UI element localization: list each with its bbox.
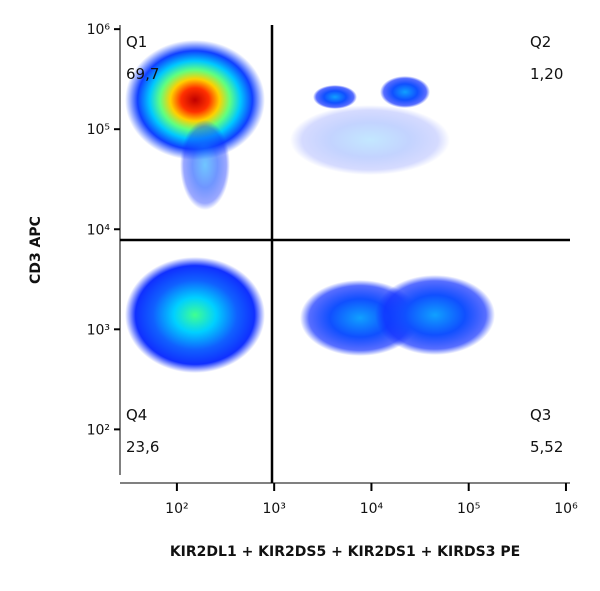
y-tick-label: 10²: [87, 422, 110, 438]
quadrant-name: Q1: [126, 33, 147, 51]
x-tick-label: 10⁴: [360, 501, 384, 517]
y-tick-label: 10⁴: [87, 222, 111, 238]
quadrant-percent: 5,52: [530, 438, 563, 456]
y-tick-label: 10⁵: [87, 122, 110, 138]
y-tick-label: 10³: [87, 322, 110, 338]
x-tick-label: 10²: [165, 501, 188, 517]
x-tick-label: 10⁵: [457, 501, 480, 517]
x-tick-label: 10³: [262, 501, 285, 517]
y-tick-label: 10⁶: [87, 22, 111, 38]
quadrant-name: Q3: [530, 406, 551, 424]
x-tick-label: 10⁶: [554, 501, 578, 517]
quadrant-percent: 1,20: [530, 65, 563, 83]
quadrant-percent: 23,6: [126, 438, 159, 456]
x-axis-title: KIR2DL1 + KIR2DS5 + KIR2DS1 + KIRDS3 PE: [170, 544, 520, 560]
y-axis-title: CD3 APC: [28, 216, 44, 284]
quadrant-name: Q4: [126, 406, 147, 424]
density-clouds: [125, 40, 495, 373]
quadrant-percent: 69,7: [126, 65, 159, 83]
quadrant-name: Q2: [530, 33, 551, 51]
